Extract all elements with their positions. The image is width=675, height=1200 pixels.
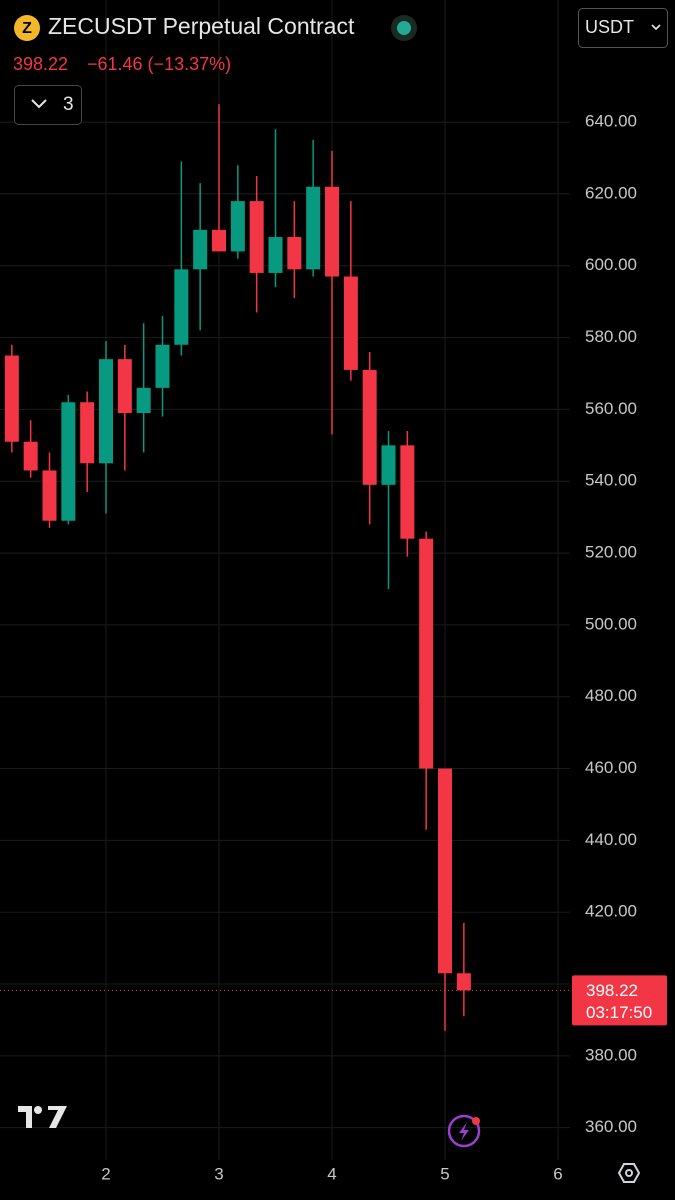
y-tick-label: 380.00 [585, 1045, 637, 1064]
candle-body [381, 445, 396, 485]
y-tick-label: 360.00 [585, 1117, 637, 1136]
candle-body [212, 229, 227, 252]
alert-icon[interactable] [447, 1114, 481, 1148]
currency-button[interactable] [578, 8, 668, 48]
candle-body [61, 402, 76, 521]
candle-body [80, 402, 95, 464]
candle-body [325, 186, 340, 277]
candle-body [419, 538, 434, 769]
tv-logo [18, 1106, 67, 1128]
candle-body [174, 269, 189, 345]
candle-body [268, 237, 283, 273]
price-badge [572, 975, 667, 1026]
currency-label: USDT [585, 17, 634, 37]
axes: 360.00380.00400.00420.00440.00460.00480.… [101, 112, 667, 1183]
y-tick-label: 540.00 [585, 471, 637, 490]
y-tick-label: 560.00 [585, 399, 637, 418]
y-tick-label: 600.00 [585, 255, 637, 274]
indicators-count: 3 [63, 94, 74, 115]
candles [0, 104, 570, 1031]
candle-body [117, 359, 132, 414]
x-tick-label: 4 [327, 1164, 336, 1183]
price-badge-countdown: 03:17:50 [586, 1003, 652, 1022]
y-tick-label: 620.00 [585, 183, 637, 202]
candle-body [4, 355, 19, 442]
x-tick-label: 6 [553, 1164, 562, 1183]
x-tick-label: 2 [101, 1164, 110, 1183]
x-tick-label: 5 [440, 1164, 449, 1183]
candle-body [362, 369, 377, 485]
coin-glyph: Z [22, 20, 32, 37]
y-tick-label: 500.00 [585, 614, 637, 633]
candle-body [23, 441, 38, 471]
grid [0, 0, 570, 1160]
candle-body [193, 229, 208, 270]
last-price: 398.22 [13, 54, 68, 74]
y-tick-label: 580.00 [585, 327, 637, 346]
candle-body [136, 387, 151, 414]
alert-dot [472, 1117, 480, 1125]
alert-bolt [459, 1122, 469, 1141]
candle-body [438, 768, 453, 974]
x-tick-label: 3 [214, 1164, 223, 1183]
y-tick-label: 440.00 [585, 830, 637, 849]
candle-body [400, 445, 415, 539]
indicators-button[interactable] [14, 85, 82, 125]
y-tick-label: 520.00 [585, 543, 637, 562]
settings-center [625, 1169, 633, 1177]
settings-icon[interactable] [617, 1163, 641, 1183]
candle-body [343, 276, 358, 370]
candle-body [249, 201, 264, 273]
candle-body [306, 186, 321, 270]
candle-body [155, 344, 170, 388]
coin-icon [14, 15, 40, 41]
chart-title: ZECUSDT Perpetual Contract [48, 13, 355, 39]
status-dot [397, 21, 411, 35]
y-tick-label: 480.00 [585, 686, 637, 705]
candle-body [287, 237, 302, 270]
candle-body [98, 359, 113, 464]
y-tick-label: 640.00 [585, 112, 637, 131]
indicators-chevron [31, 99, 47, 109]
candle-body [230, 201, 245, 252]
candle-body [42, 470, 57, 521]
price-change: −61.46 (−13.37%) [87, 54, 231, 74]
currency-chevron [651, 24, 661, 31]
candle-body [456, 973, 471, 991]
y-tick-label: 460.00 [585, 758, 637, 777]
y-tick-label: 420.00 [585, 902, 637, 921]
price-badge-value: 398.22 [586, 981, 638, 1000]
